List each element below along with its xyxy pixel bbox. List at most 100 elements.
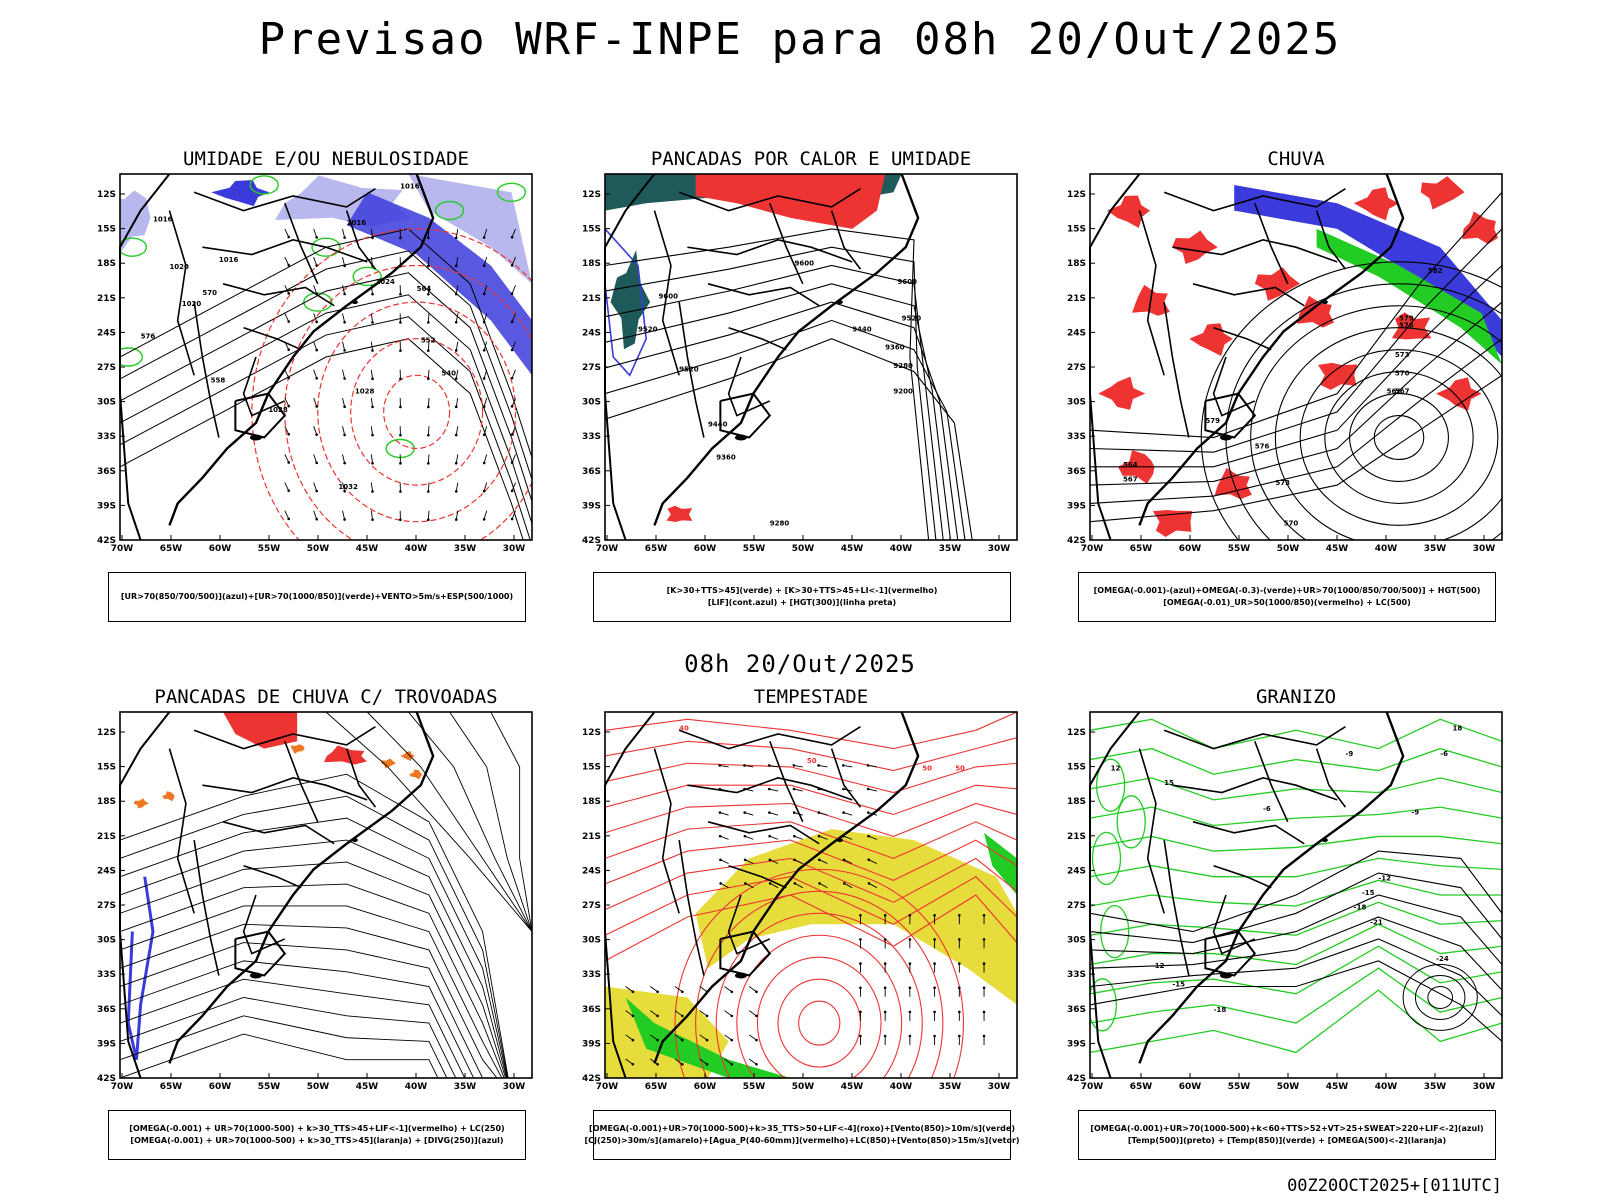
- state-border: [678, 301, 705, 438]
- wind-vector-head: [510, 348, 514, 352]
- legend-line: [OMEGA(-0.01)_UR>50(1000/850)(vermelho) …: [1163, 598, 1411, 607]
- wind-vector: [455, 482, 459, 492]
- lc-contour: [605, 894, 1017, 962]
- state-border: [1315, 748, 1347, 808]
- lon-label: 30W: [1473, 1082, 1496, 1092]
- wind-vector-head: [482, 433, 486, 437]
- temp850-contour: [1090, 989, 1502, 1054]
- contour-label: -15: [1172, 981, 1185, 989]
- wind-vector: [769, 764, 779, 768]
- wind-vector-head: [510, 405, 514, 408]
- lat-label: 15S: [582, 225, 601, 235]
- map-layer: [1090, 718, 1502, 1054]
- state-border: [222, 283, 335, 307]
- panel-title: CHUVA: [1267, 148, 1325, 170]
- legend-line: [OMEGA(-0.001)+UR>70(1000-500)+k>35_TTS>…: [589, 1124, 1015, 1133]
- lat-label: 12S: [97, 190, 116, 200]
- wind-vector-head: [883, 1034, 887, 1038]
- wind-vector: [455, 228, 459, 238]
- wind-vector-head: [719, 882, 722, 885]
- wind-vector: [427, 285, 430, 295]
- lagoon: [249, 972, 262, 979]
- contour-line: [1274, 327, 1502, 540]
- wind-vector-head: [705, 1014, 709, 1018]
- wind-vector: [748, 1010, 757, 1017]
- wind-vector-head: [510, 320, 514, 324]
- map-umidade: 1016 1016 1016 1020 1020 1024 1028 1028 1032 570 5…: [97, 173, 533, 554]
- map-frame: [1089, 173, 1503, 541]
- wind-vector-head: [343, 292, 346, 296]
- contour-line: [1427, 986, 1454, 1009]
- lon-label: 65W: [645, 1082, 668, 1092]
- humidity-contour: [311, 237, 341, 257]
- wind-vector-head: [681, 1014, 684, 1018]
- panel-granizo: GRANIZO -9 -6 -6 -9 -12 -15 -18 -21 -24 -12 -15 -18…: [1056, 686, 1536, 1176]
- lat-label: 12S: [582, 728, 601, 738]
- panel-trovoadas: PANCADAS DE CHUVA C/ TROVOADAS 12S 15S 18S…: [86, 686, 566, 1176]
- wind-vector: [313, 482, 318, 492]
- wind-vector: [868, 883, 878, 889]
- wind-vector-head: [399, 321, 402, 324]
- lake: [1321, 838, 1328, 843]
- wind-vector: [511, 510, 516, 520]
- lat-label: 42S: [582, 1074, 601, 1084]
- west-coast: [1089, 173, 1141, 541]
- lon-label: 55W: [258, 544, 281, 554]
- humidity-contour: [434, 200, 465, 221]
- country-border: [234, 392, 287, 439]
- wind-vector: [625, 1010, 634, 1017]
- heat-area: [666, 505, 693, 522]
- lat-label: 12S: [1067, 190, 1086, 200]
- wind-vector: [313, 285, 318, 294]
- country-border: [719, 930, 772, 977]
- wind-vector-head: [399, 490, 402, 493]
- streamline: [120, 839, 508, 1078]
- streamline: [120, 1033, 439, 1078]
- legend-box: [UR>70(850/700/500)](azul)+[UR>70(1000/8…: [108, 572, 526, 622]
- legend-line: [Temp(500)](preto) + [Temp(850)](verde) …: [1127, 1136, 1447, 1145]
- wind-vector: [794, 835, 803, 840]
- wind-vector: [427, 341, 430, 351]
- state-border: [193, 725, 376, 750]
- wind-vector-head: [718, 834, 722, 838]
- wind-vector-head: [883, 938, 887, 941]
- wind-vector: [724, 986, 733, 993]
- lon-label: 50W: [307, 544, 330, 554]
- temp850-contour: [1100, 904, 1130, 959]
- lif-contour: [605, 227, 648, 377]
- east-coastline: [1138, 173, 1405, 526]
- state-border: [242, 894, 286, 955]
- wind-vector-head: [454, 377, 458, 380]
- lon-label: 30W: [503, 1082, 526, 1092]
- contour-label: 573: [1395, 351, 1410, 359]
- contour-label: 576: [1255, 443, 1270, 451]
- wind-vector-head: [287, 376, 291, 380]
- map-pancadas-calor: 9600 9600 9600 9520 9520 9520 9440 9440 9360 9360…: [582, 173, 1018, 554]
- wind-vector-head: [399, 236, 402, 240]
- wind-vector: [342, 510, 346, 520]
- wind-vector-head: [371, 405, 374, 409]
- state-border: [830, 210, 862, 270]
- map-frame: [1089, 711, 1503, 1079]
- lat-label: 36S: [1067, 1005, 1086, 1015]
- rain-area: [1436, 377, 1482, 411]
- wind-vector-head: [287, 292, 291, 295]
- temp850-contour: [1090, 923, 1502, 966]
- panel-tempestade: TEMPESTADE 40 50 50 50 12S 15S 18S 21S 24S 27S 30S…: [571, 686, 1051, 1176]
- contour-label: -21: [1370, 918, 1383, 926]
- wind-vector: [744, 812, 754, 816]
- lon-label: 65W: [1130, 1082, 1153, 1092]
- wind-vector-head: [427, 405, 430, 409]
- lc-contour: [605, 857, 1017, 911]
- lat-label: 36S: [1067, 467, 1086, 477]
- lon-label: 35W: [939, 1082, 962, 1092]
- wind-vector-head: [287, 263, 291, 267]
- lat-label: 21S: [1067, 832, 1086, 842]
- contour-label: 9600: [659, 292, 679, 300]
- state-border: [1213, 864, 1272, 889]
- wind-vector: [511, 256, 516, 266]
- temp850-contour: [1090, 718, 1502, 750]
- wind-vector-head: [287, 489, 291, 492]
- lat-label: 12S: [1067, 728, 1086, 738]
- wind-vector-head: [792, 811, 796, 814]
